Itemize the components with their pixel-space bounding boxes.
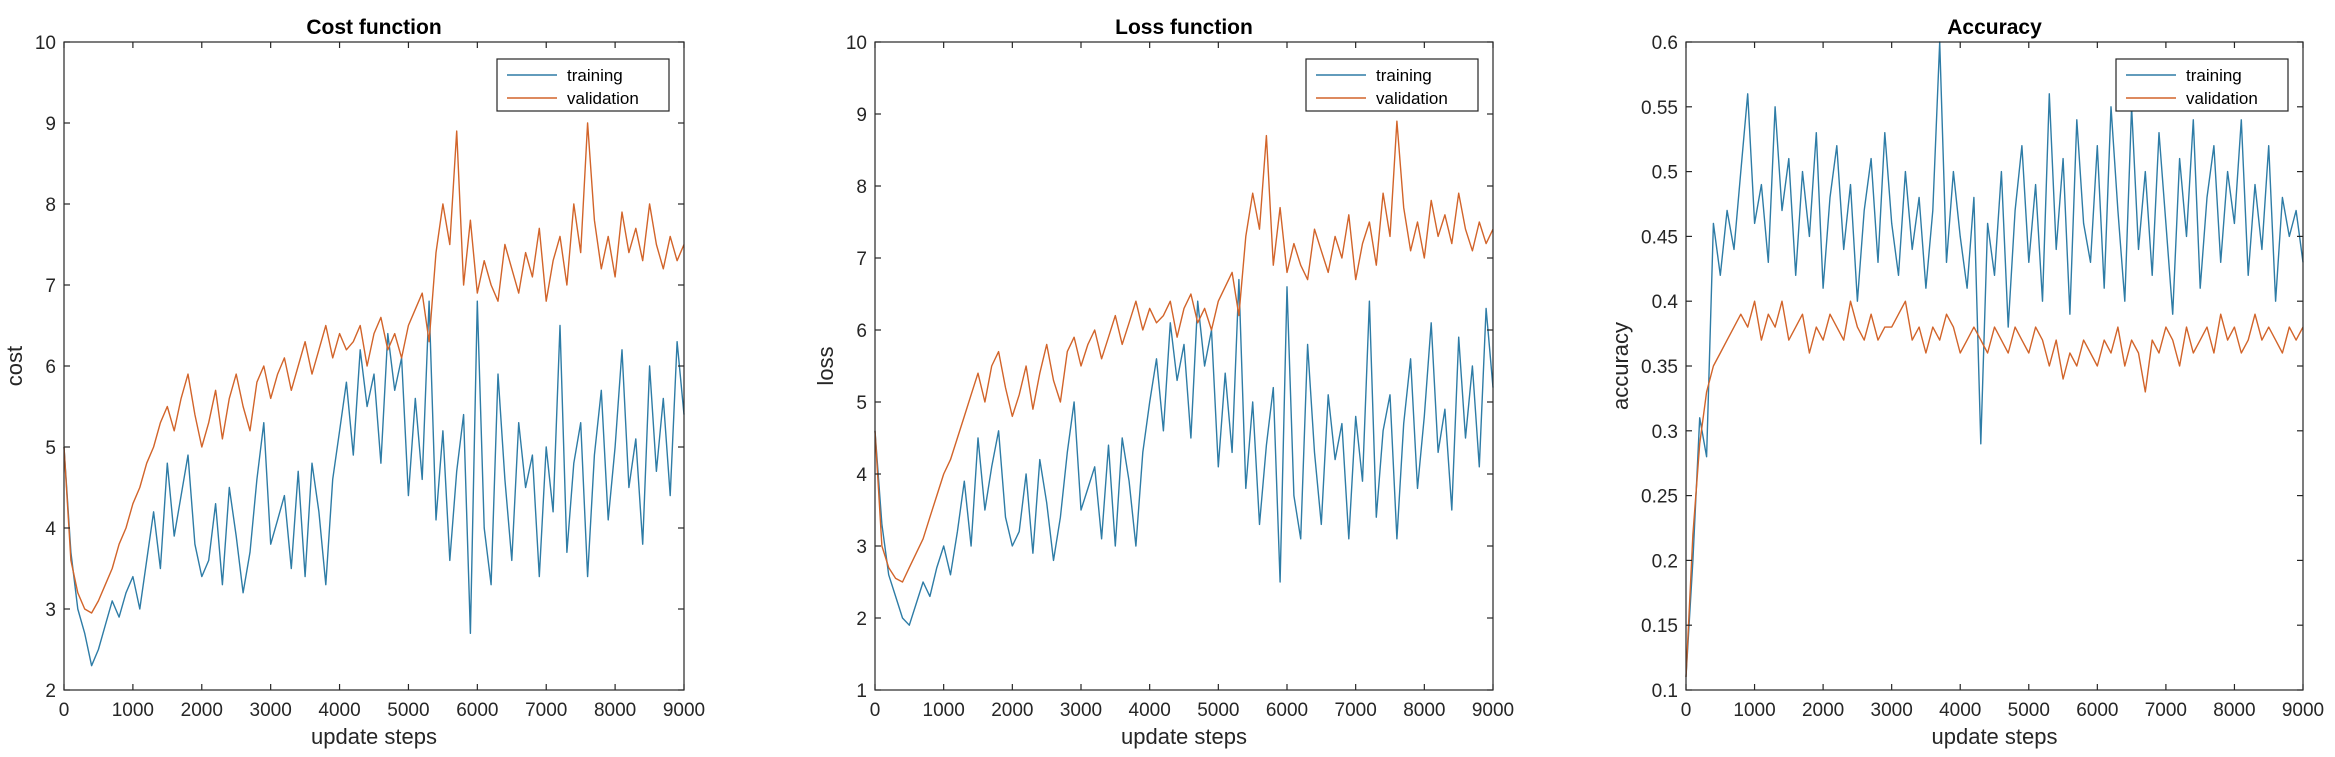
plot-area — [1686, 42, 2303, 690]
series-line-validation — [1685, 300, 2304, 678]
legend-label-validation: validation — [1376, 89, 1448, 108]
y-tick-label: 10 — [35, 33, 56, 54]
y-tick-label: 7 — [45, 276, 56, 297]
x-tick-label: 0 — [1681, 700, 1692, 721]
x-tick-label: 9000 — [663, 700, 705, 721]
x-tick-label: 8000 — [2213, 700, 2255, 721]
y-tick-label: 8 — [856, 177, 867, 198]
y-tick-label: 2 — [856, 609, 867, 630]
x-tick-label: 8000 — [594, 700, 636, 721]
legend-box — [496, 58, 670, 112]
x-tick-label: 2000 — [181, 700, 223, 721]
x-tick-label: 4000 — [318, 700, 360, 721]
legend-box — [1305, 58, 1479, 112]
plot-area — [875, 42, 1493, 690]
series-line-validation — [63, 122, 685, 614]
x-tick-label: 7000 — [525, 700, 567, 721]
legend-label-validation: validation — [567, 89, 639, 108]
x-tick-label: 1000 — [923, 700, 965, 721]
y-tick-label: 0.2 — [1652, 551, 1678, 572]
x-tick-label: 8000 — [1403, 700, 1445, 721]
y-axis-label: loss — [813, 346, 838, 385]
y-tick-label: 0.1 — [1652, 681, 1678, 702]
legend: training validation — [1305, 58, 1479, 112]
chart-title: Loss function — [1115, 16, 1253, 39]
legend-box — [2115, 58, 2289, 112]
y-tick-label: 3 — [45, 600, 56, 621]
x-tick-label: 0 — [59, 700, 70, 721]
x-tick-label: 9000 — [1472, 700, 1514, 721]
y-axis-label: cost — [2, 346, 27, 386]
y-tick-label: 0.3 — [1652, 422, 1678, 443]
legend-label-training: training — [567, 66, 623, 85]
y-tick-label: 2 — [45, 681, 56, 702]
x-tick-label: 4000 — [1129, 700, 1171, 721]
plot-area — [64, 42, 684, 690]
y-tick-label: 6 — [45, 357, 56, 378]
y-tick-label: 0.25 — [1641, 487, 1678, 508]
y-tick-label: 10 — [846, 33, 867, 54]
x-tick-label: 9000 — [2282, 700, 2324, 721]
x-axis-label: update steps — [1121, 724, 1247, 749]
x-tick-label: 5000 — [2008, 700, 2050, 721]
x-tick-label: 6000 — [2076, 700, 2118, 721]
x-tick-label: 5000 — [387, 700, 429, 721]
x-tick-label: 1000 — [1733, 700, 1775, 721]
y-tick-label: 5 — [856, 393, 867, 414]
y-tick-label: 3 — [856, 537, 867, 558]
chart-title: Accuracy — [1947, 16, 2042, 39]
chart-panel-2: 0 1000 2000 3000 4000 5000 6000 7000 8000 9000 0.1… — [1608, 16, 2324, 749]
x-tick-label: 6000 — [1266, 700, 1308, 721]
y-tick-label: 4 — [45, 519, 56, 540]
y-tick-label: 9 — [45, 114, 56, 135]
y-tick-label: 0.6 — [1652, 33, 1678, 54]
x-tick-label: 5000 — [1197, 700, 1239, 721]
y-tick-label: 8 — [45, 195, 56, 216]
y-tick-label: 5 — [45, 438, 56, 459]
x-tick-label: 3000 — [1060, 700, 1102, 721]
x-tick-label: 3000 — [250, 700, 292, 721]
y-tick-label: 0.55 — [1641, 98, 1678, 119]
x-axis-label: update steps — [311, 724, 437, 749]
axes-box — [874, 41, 1494, 691]
x-tick-label: 0 — [870, 700, 881, 721]
series-line-validation — [874, 120, 1494, 583]
series-line-training — [874, 278, 1494, 626]
y-tick-label: 0.4 — [1652, 292, 1679, 313]
y-tick-label: 4 — [856, 465, 867, 486]
x-tick-label: 7000 — [1335, 700, 1377, 721]
y-tick-label: 9 — [856, 105, 867, 126]
legend: training validation — [496, 58, 670, 112]
y-tick-label: 6 — [856, 321, 867, 342]
x-tick-label: 6000 — [456, 700, 498, 721]
x-tick-label: 3000 — [1871, 700, 1913, 721]
y-tick-label: 0.45 — [1641, 227, 1678, 248]
y-tick-label: 0.15 — [1641, 616, 1678, 637]
y-tick-label: 0.5 — [1652, 163, 1678, 184]
y-tick-label: 1 — [856, 681, 867, 702]
legend-label-training: training — [1376, 66, 1432, 85]
series-line-training — [63, 300, 685, 667]
legend: training validation — [2115, 58, 2289, 112]
x-axis-label: update steps — [1932, 724, 2058, 749]
y-axis-label: accuracy — [1608, 322, 1633, 410]
chart-panel-1: 0 1000 2000 3000 4000 5000 6000 7000 8000 9000 1 2 3… — [813, 16, 1514, 749]
y-tick-label: 0.35 — [1641, 357, 1678, 378]
y-tick-label: 7 — [856, 249, 867, 270]
x-tick-label: 2000 — [991, 700, 1033, 721]
x-tick-label: 7000 — [2145, 700, 2187, 721]
x-tick-label: 2000 — [1802, 700, 1844, 721]
x-tick-label: 1000 — [112, 700, 154, 721]
x-tick-label: 4000 — [1939, 700, 1981, 721]
chart-title: Cost function — [306, 16, 441, 39]
legend-label-validation: validation — [2186, 89, 2258, 108]
chart-panel-0: 0 1000 2000 3000 4000 5000 6000 7000 8000 9000 2 3 4… — [2, 16, 705, 749]
legend-label-training: training — [2186, 66, 2242, 85]
series-line-training — [1685, 41, 2304, 678]
